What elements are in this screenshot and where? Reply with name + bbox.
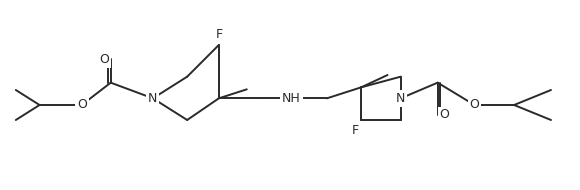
Text: N: N (148, 92, 158, 105)
Text: N: N (396, 92, 405, 105)
Text: NH: NH (282, 92, 301, 105)
Text: F: F (215, 28, 222, 40)
Text: O: O (440, 108, 450, 121)
Text: O: O (470, 98, 480, 112)
Text: O: O (77, 98, 86, 112)
Text: F: F (351, 124, 359, 138)
Text: O: O (99, 53, 108, 66)
